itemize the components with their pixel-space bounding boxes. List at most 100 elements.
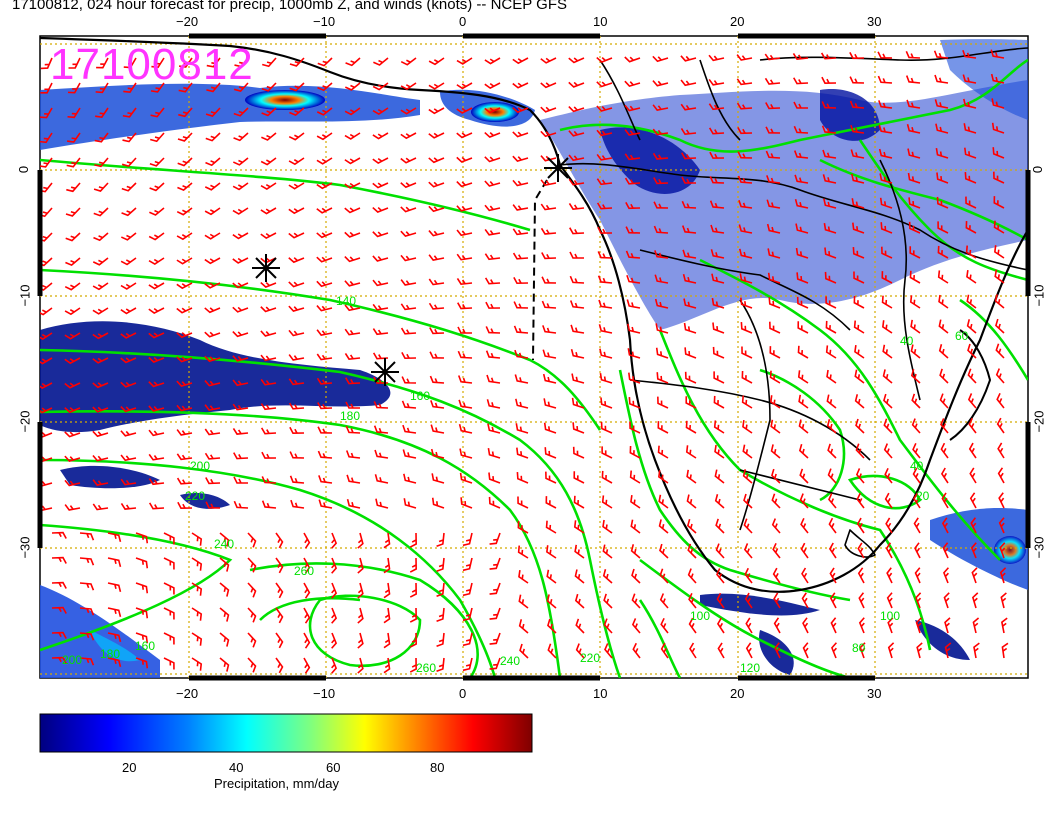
wind-barb: [261, 132, 277, 141]
wind-barb: [318, 499, 333, 509]
wind-barb: [909, 246, 921, 259]
wind-barb: [176, 404, 193, 412]
wind-barb: [798, 419, 809, 434]
wind-barb: [233, 132, 249, 142]
wind-barb: [456, 107, 473, 114]
wind-barb: [148, 429, 165, 437]
wind-barb: [372, 107, 389, 116]
lat-tick-left: −20: [17, 410, 33, 433]
wind-barb: [570, 324, 585, 334]
wind-barb: [232, 182, 249, 191]
wind-barb: [205, 477, 221, 485]
wind-barb: [802, 617, 809, 634]
wind-barb: [150, 82, 165, 93]
wind-barb: [652, 55, 669, 63]
wind-barb: [178, 57, 193, 68]
wind-barb: [512, 252, 529, 260]
wind-barb: [489, 632, 501, 645]
wind-barb: [658, 519, 669, 534]
wind-barb: [344, 280, 361, 287]
wind-barb: [288, 281, 305, 288]
wind-barb: [456, 132, 473, 139]
wind-barb: [821, 76, 837, 84]
wind-barb: [852, 247, 865, 259]
wind-barb: [824, 271, 837, 284]
wind-barb: [317, 426, 333, 434]
wind-barb: [962, 74, 977, 84]
wind-barb: [907, 172, 921, 184]
wind-barb: [653, 225, 669, 234]
wind-barb: [877, 75, 893, 84]
wind-barb: [436, 532, 445, 548]
wind-barb: [64, 282, 81, 291]
wind-barb: [345, 57, 361, 67]
wind-barb: [767, 248, 781, 259]
wind-barb: [998, 517, 1005, 534]
wind-barb: [120, 454, 137, 462]
wind-barb: [372, 231, 389, 238]
wind-barb: [457, 326, 473, 334]
contour-label: 200: [190, 459, 210, 473]
wind-barb: [428, 230, 445, 237]
wind-barb: [545, 520, 557, 534]
wind-barb: [940, 442, 949, 459]
contour-label: 220: [185, 489, 205, 503]
wind-barb: [400, 230, 417, 237]
wind-barb: [400, 182, 417, 189]
wind-barb: [289, 107, 305, 117]
wind-barb: [910, 319, 921, 334]
wind-barb: [92, 406, 109, 413]
wind-barb: [486, 399, 501, 409]
coastlines: [40, 36, 1028, 593]
wind-barb: [936, 172, 949, 184]
wind-barb: [514, 349, 529, 359]
colorbar-label: 20: [122, 760, 137, 775]
wind-barb: [456, 181, 473, 188]
wind-barb: [303, 582, 311, 599]
wind-barb: [163, 607, 175, 620]
wind-barb: [275, 557, 284, 574]
wind-barb: [906, 124, 921, 134]
wind-barb: [120, 357, 137, 364]
wind-barb: [149, 157, 165, 167]
lon-tick-top: 30: [867, 14, 882, 29]
wind-barb: [316, 132, 333, 141]
wind-barb: [120, 307, 137, 315]
wind-barb: [773, 592, 781, 609]
wind-barb: [436, 582, 445, 598]
wind-barb: [51, 531, 67, 539]
wind-barb: [288, 182, 305, 190]
wind-barb: [684, 371, 697, 384]
contour-label: 240: [500, 654, 520, 668]
wind-barb: [793, 125, 809, 134]
wind-barb: [400, 107, 417, 115]
wind-barb: [64, 431, 81, 438]
wind-barb: [568, 81, 585, 88]
wind-barb: [966, 294, 977, 309]
wind-barb: [627, 323, 641, 334]
wind-barb: [708, 103, 725, 111]
contour-label: 220: [580, 651, 600, 665]
wind-barb: [879, 197, 893, 209]
wind-barb: [219, 657, 230, 672]
contour-label: 100: [690, 609, 710, 623]
wind-barb: [915, 592, 922, 609]
contour-label: 40: [910, 459, 924, 473]
wind-barb: [260, 378, 277, 386]
wind-barb: [709, 176, 725, 184]
wind-barb: [964, 172, 977, 184]
wind-barb: [428, 278, 445, 286]
contour-labels: 140 160 180 200 220 240 260 260 240 220 …: [62, 294, 969, 675]
wind-barb: [629, 446, 641, 459]
wind-barb: [1000, 617, 1008, 634]
wind-barb: [316, 377, 333, 385]
wind-barb: [485, 350, 501, 359]
wind-barb: [654, 298, 669, 309]
wind-barb: [821, 101, 837, 109]
wind-barb: [626, 299, 641, 309]
wind-barb: [64, 332, 81, 340]
wind-barb: [457, 302, 473, 310]
wind-barb: [744, 567, 753, 584]
wind-barb: [135, 557, 149, 569]
wind-barb: [176, 380, 193, 387]
